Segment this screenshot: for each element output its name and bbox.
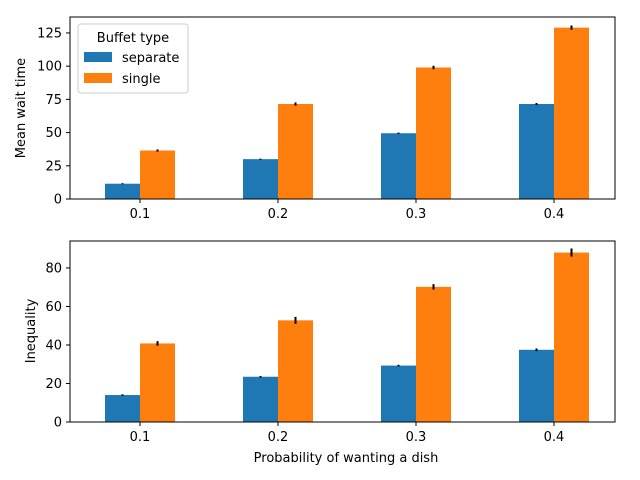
inequality-bar-separate-0.1 [105, 395, 140, 422]
wait-time-bar-single-0.3 [416, 67, 451, 199]
wait-time-axes-frame [69, 16, 616, 200]
inequality-axes-frame [69, 240, 616, 423]
inequality-x-ticks: 0.1 0.2 0.3 0.4 [130, 422, 565, 445]
inequality-bars [105, 252, 589, 422]
inequality-x-tick-label-0.1: 0.1 [130, 430, 151, 445]
wait-time-x-tick-label-0.2: 0.2 [268, 207, 289, 222]
inequality-bar-single-0.1 [140, 343, 175, 422]
wait-time-bar-separate-0.2 [243, 159, 278, 199]
inequality-x-tick-label-0.4: 0.4 [544, 430, 565, 445]
wait-time-bar-single-0.1 [140, 150, 175, 199]
inequality-errorbars [121, 248, 573, 396]
wait-time-subplot: 0 25 50 75 100 125 0.1 0.2 0.3 0.4 Mean wait tim… [14, 16, 616, 222]
inequality-x-tick-label-0.3: 0.3 [406, 430, 427, 445]
wait-time-y-tick-label-25: 25 [45, 159, 62, 174]
wait-time-bar-separate-0.1 [105, 183, 140, 199]
legend-swatch-single [84, 73, 112, 83]
wait-time-y-ticks: 0 25 50 75 100 125 [37, 26, 70, 208]
inequality-y-tick-label-60: 60 [45, 300, 62, 315]
inequality-bar-single-0.4 [554, 252, 589, 422]
inequality-bar-single-0.3 [416, 286, 451, 422]
wait-time-x-tick-label-0.4: 0.4 [544, 207, 565, 222]
wait-time-x-tick-label-0.1: 0.1 [130, 207, 151, 222]
wait-time-x-ticks: 0.1 0.2 0.3 0.4 [130, 199, 565, 222]
legend: Buffet type separate single [77, 23, 189, 94]
wait-time-x-tick-label-0.3: 0.3 [406, 207, 427, 222]
wait-time-bars [105, 27, 589, 200]
wait-time-y-tick-label-50: 50 [45, 126, 62, 141]
wait-time-y-tick-label-100: 100 [37, 60, 62, 75]
wait-time-y-tick-label-125: 125 [37, 26, 62, 41]
inequality-y-tick-label-40: 40 [45, 338, 62, 353]
inequality-bar-separate-0.2 [243, 376, 278, 422]
inequality-y-axis-label: Inequality [24, 298, 39, 363]
wait-time-y-tick-label-75: 75 [45, 93, 62, 108]
legend-swatch-separate [84, 52, 112, 62]
wait-time-bar-separate-0.4 [519, 104, 554, 199]
inequality-x-axis-label: Probability of wanting a dish [254, 451, 439, 466]
inequality-bar-separate-0.4 [519, 349, 554, 422]
wait-time-bar-separate-0.3 [381, 133, 416, 199]
legend-title: Buffet type [97, 31, 169, 46]
inequality-y-tick-label-80: 80 [45, 261, 62, 276]
inequality-y-tick-label-20: 20 [45, 377, 62, 392]
wait-time-bar-single-0.4 [554, 27, 589, 200]
legend-label-single: single [122, 72, 161, 87]
inequality-x-tick-label-0.2: 0.2 [268, 430, 289, 445]
inequality-bar-separate-0.3 [381, 365, 416, 422]
inequality-y-tick-label-0: 0 [54, 416, 62, 431]
inequality-bar-single-0.2 [278, 320, 313, 422]
wait-time-errorbars [121, 25, 573, 185]
inequality-subplot: 0 20 40 60 80 0.1 0.2 0.3 0.4 Inequality Probab… [24, 240, 616, 466]
inequality-y-ticks: 0 20 40 60 80 [45, 261, 70, 431]
wait-time-y-tick-label-0: 0 [54, 193, 62, 208]
legend-label-separate: separate [122, 51, 179, 66]
wait-time-y-axis-label: Mean wait time [14, 58, 29, 158]
wait-time-bar-single-0.2 [278, 104, 313, 199]
